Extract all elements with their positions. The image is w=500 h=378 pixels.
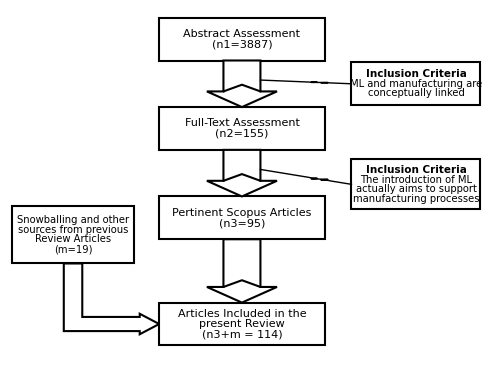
Text: Abstract Assessment: Abstract Assessment — [184, 29, 300, 39]
Text: (n2=155): (n2=155) — [216, 129, 268, 139]
Text: present Review: present Review — [199, 319, 285, 329]
Text: (m=19): (m=19) — [54, 244, 92, 254]
Text: Pertinent Scopus Articles: Pertinent Scopus Articles — [172, 208, 312, 218]
Text: Inclusion Criteria: Inclusion Criteria — [366, 69, 466, 79]
Polygon shape — [207, 60, 277, 107]
FancyBboxPatch shape — [159, 303, 324, 345]
Text: sources from previous: sources from previous — [18, 225, 128, 235]
Polygon shape — [64, 263, 159, 334]
Text: actually aims to support: actually aims to support — [356, 184, 476, 194]
Polygon shape — [207, 239, 277, 303]
Text: Articles Included in the: Articles Included in the — [178, 308, 306, 319]
FancyBboxPatch shape — [159, 107, 324, 150]
Text: (n3=95): (n3=95) — [219, 218, 265, 228]
Text: ML and manufacturing are: ML and manufacturing are — [350, 79, 482, 89]
FancyBboxPatch shape — [352, 62, 480, 105]
Text: Review Articles: Review Articles — [35, 234, 111, 245]
FancyBboxPatch shape — [159, 18, 324, 60]
Text: conceptually linked: conceptually linked — [368, 88, 464, 98]
Text: Inclusion Criteria: Inclusion Criteria — [366, 165, 466, 175]
Polygon shape — [207, 150, 277, 197]
Text: Full-Text Assessment: Full-Text Assessment — [184, 118, 300, 128]
Text: The introduction of ML: The introduction of ML — [360, 175, 472, 184]
Text: (n1=3887): (n1=3887) — [212, 39, 272, 49]
Text: (n3+m = 114): (n3+m = 114) — [202, 330, 282, 339]
Text: Snowballing and other: Snowballing and other — [17, 215, 129, 225]
FancyBboxPatch shape — [12, 206, 134, 263]
FancyBboxPatch shape — [352, 159, 480, 209]
Text: manufacturing processes: manufacturing processes — [352, 194, 479, 204]
FancyBboxPatch shape — [159, 197, 324, 239]
